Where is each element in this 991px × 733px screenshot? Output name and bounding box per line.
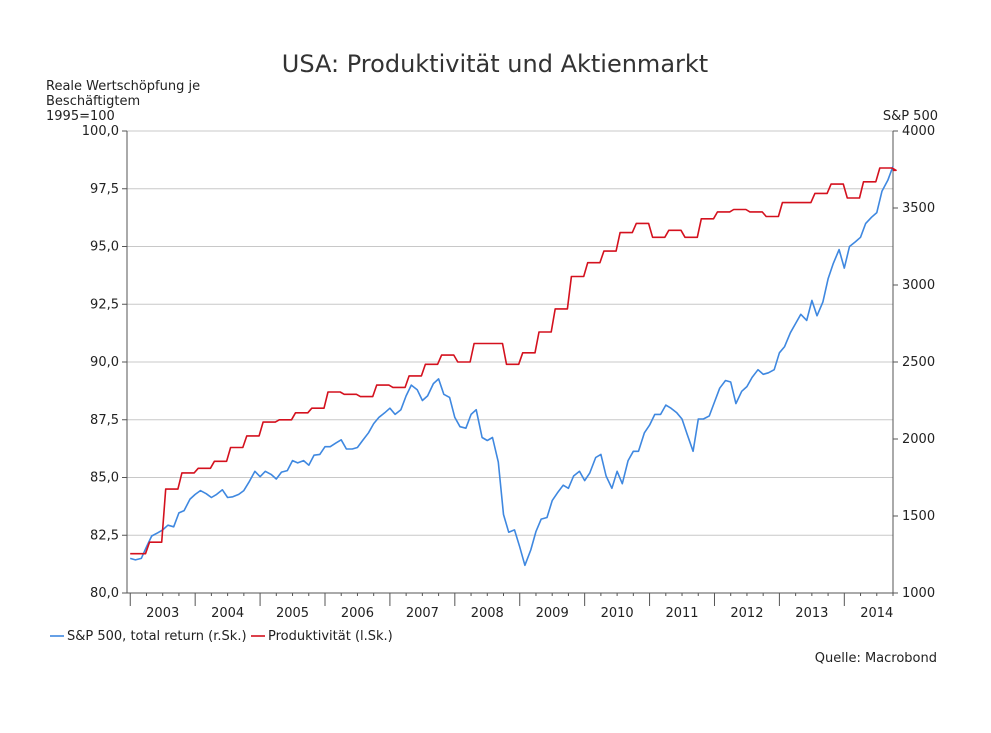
right-tick-label: 1000 <box>902 586 935 601</box>
x-tick-label: 2009 <box>536 606 569 621</box>
left-tick-label: 80,0 <box>90 586 119 601</box>
x-tick-label: 2005 <box>276 606 309 621</box>
left-tick-label: 87,5 <box>90 413 119 428</box>
x-tick-label: 2003 <box>146 606 179 621</box>
left-axis-label-line-3: 1995=100 <box>46 109 115 124</box>
left-axis-label-line-1: Reale Wertschöpfung je <box>46 79 200 94</box>
right-tick-label: 4000 <box>902 124 935 139</box>
series-line-productivity <box>130 167 897 555</box>
left-tick-label: 97,5 <box>90 182 119 197</box>
right-tick-label: 3000 <box>902 278 935 293</box>
right-tick-label: 1500 <box>902 509 935 524</box>
left-axis-ticks: 80,0 82,5 85,0 87,5 90,0 92,5 95,0 97,5 100,0 <box>82 124 127 601</box>
x-tick-label: 2014 <box>860 606 893 621</box>
x-tick-label: 2013 <box>795 606 828 621</box>
left-tick-label: 82,5 <box>90 528 119 543</box>
chart-title: USA: Produktivität und Aktienmarkt <box>282 50 708 78</box>
source-note: Quelle: Macrobond <box>815 651 937 666</box>
legend-label-sp500: S&P 500, total return (r.Sk.) <box>67 629 247 644</box>
right-axis-ticks: 1000 1500 2000 2500 3000 3500 4000 <box>893 124 935 601</box>
left-tick-label: 100,0 <box>82 124 119 139</box>
x-tick-label: 2007 <box>406 606 439 621</box>
x-tick-label: 2004 <box>211 606 244 621</box>
left-tick-label: 95,0 <box>90 240 119 255</box>
legend-label-productivity: Produktivität (l.Sk.) <box>268 629 393 644</box>
x-tick-label: 2012 <box>730 606 763 621</box>
left-tick-label: 90,0 <box>90 355 119 370</box>
series-line-sp500 <box>129 166 894 567</box>
right-axis-label: S&P 500 <box>883 109 938 124</box>
x-axis: 2003 2004 2005 2006 2007 2008 2009 2010 2011 2012… <box>126 131 894 621</box>
left-tick-label: 85,0 <box>90 471 119 486</box>
x-tick-label: 2011 <box>665 606 698 621</box>
right-tick-label: 2000 <box>902 432 935 447</box>
right-tick-label: 2500 <box>902 355 935 370</box>
x-tick-label: 2006 <box>341 606 374 621</box>
legend: S&P 500, total return (r.Sk.) Produktivi… <box>50 629 393 644</box>
series-layer <box>129 166 897 567</box>
right-tick-label: 3500 <box>902 201 935 216</box>
left-axis-label-line-2: Beschäftigtem <box>46 94 140 109</box>
left-tick-label: 92,5 <box>90 297 119 312</box>
gridlines <box>127 130 893 536</box>
x-tick-label: 2008 <box>471 606 504 621</box>
x-tick-label: 2010 <box>601 606 634 621</box>
